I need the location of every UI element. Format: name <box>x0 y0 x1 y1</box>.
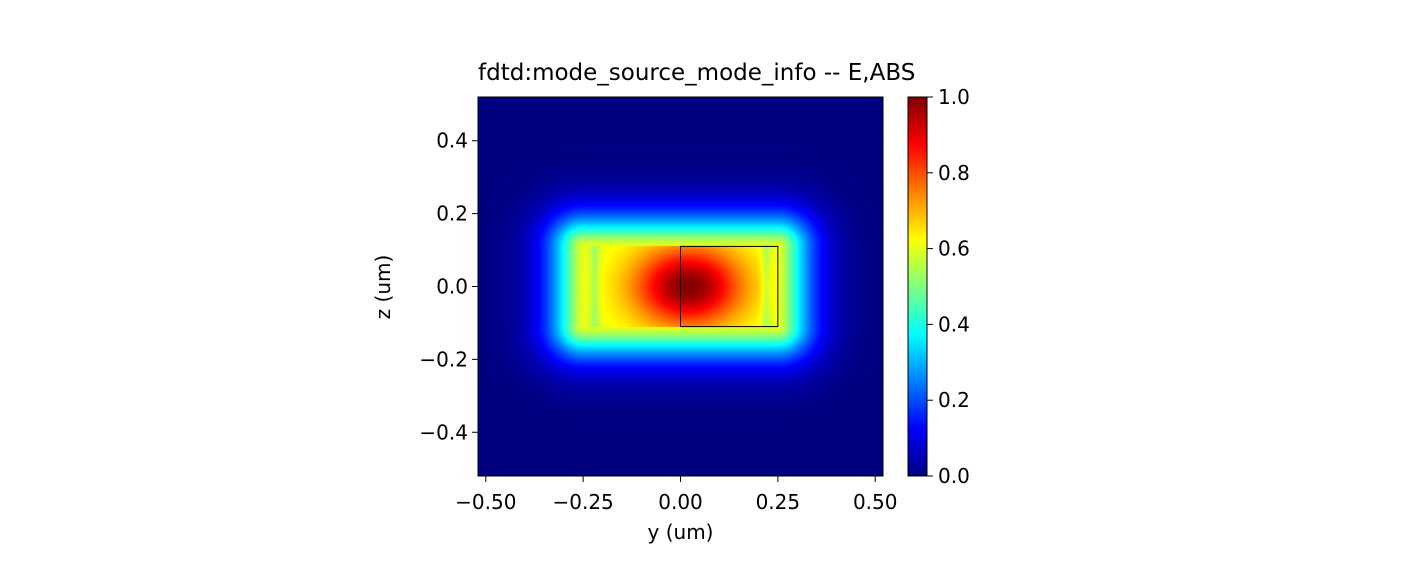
overlay-layer <box>680 245 779 328</box>
y-axis: −0.4 −0.2 0.0 0.2 0.4 <box>419 129 478 444</box>
x-tick-label: 0.00 <box>658 490 703 514</box>
x-axis-label: y (um) <box>647 520 714 544</box>
colorbar-tick-label: 0.0 <box>938 464 970 488</box>
y-tick-label: 0.4 <box>436 129 468 153</box>
plot-title: fdtd:mode_source_mode_info -- E,ABS <box>478 60 916 86</box>
colorbar-tick-label: 0.2 <box>938 388 970 412</box>
x-tick-label: −0.25 <box>552 490 613 514</box>
colorbar-tick-label: 0.8 <box>938 161 970 185</box>
x-axis: −0.50 −0.25 0.00 0.25 0.50 <box>455 476 897 514</box>
colorbar-frame <box>907 96 928 477</box>
y-tick-label: 0.0 <box>436 275 468 299</box>
colorbar-gradient <box>908 97 927 476</box>
x-tick-label: −0.50 <box>455 490 516 514</box>
waveguide-outline <box>680 245 779 328</box>
y-axis-label: z (um) <box>371 254 395 320</box>
colorbar-tick-label: 1.0 <box>938 85 970 109</box>
y-tick-label: −0.2 <box>419 347 468 371</box>
x-tick-label: 0.25 <box>756 490 801 514</box>
colorbar-axis: 0.0 0.2 0.4 0.6 0.8 1.0 <box>927 85 970 488</box>
y-tick-label: 0.2 <box>436 202 468 226</box>
x-tick-label: 0.50 <box>853 490 898 514</box>
colorbar-tick-label: 0.6 <box>938 237 970 261</box>
y-tick-label: −0.4 <box>419 420 468 444</box>
colorbar-tick-label: 0.4 <box>938 312 970 336</box>
